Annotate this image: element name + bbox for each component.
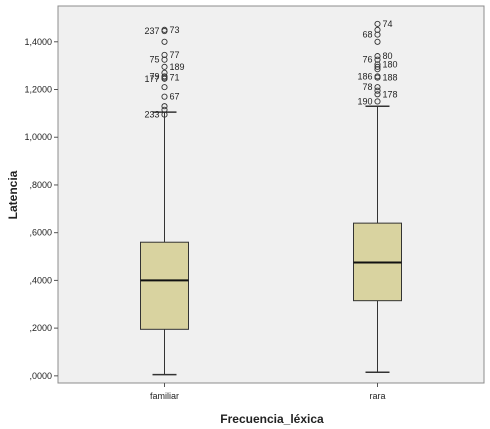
outlier-point <box>161 93 168 100</box>
y-tick-label: 1,2000 <box>24 85 52 95</box>
y-tick-label: ,2000 <box>29 323 52 333</box>
outlier-label: 78 <box>362 82 372 92</box>
outlier-point <box>161 63 168 70</box>
plot-area <box>57 5 485 384</box>
y-tick-label: ,8000 <box>29 180 52 190</box>
outlier-label: 189 <box>170 62 185 72</box>
y-axis-title: Latencia <box>6 170 20 219</box>
outlier-label: 68 <box>362 30 372 40</box>
outlier-label: 237 <box>144 26 159 36</box>
outlier-label: 77 <box>170 50 180 60</box>
y-tick-label: ,6000 <box>29 228 52 238</box>
outlier-point <box>374 66 381 73</box>
outlier-point <box>374 20 381 27</box>
x-axis-title: Frecuencia_léxica <box>220 412 324 426</box>
outlier-point <box>374 84 381 91</box>
y-axis: ,0000 ,2000 ,4000 ,6000 ,8000 1,0000 1,2000 1,4… <box>24 37 58 381</box>
outlier-label: 79 <box>149 71 159 81</box>
y-tick-label: 1,0000 <box>24 132 52 142</box>
box-group-rara: 74 68 80 76 180 186 188 78 178 190 rara <box>353 19 402 401</box>
outlier-point <box>374 31 381 38</box>
outlier-point <box>161 28 168 35</box>
outlier-point <box>161 103 168 110</box>
outlier-label: 186 <box>357 71 372 81</box>
outlier-point <box>374 63 381 70</box>
outlier-point <box>374 98 381 105</box>
outlier-label: 76 <box>362 55 372 65</box>
x-tick-label: rara <box>369 391 385 401</box>
y-tick-label: 1,4000 <box>24 37 52 47</box>
outlier-point <box>374 87 381 94</box>
box-group-familiar: 73 237 77 75 189 79 71 177 67 233 familiar <box>140 25 189 401</box>
outlier-point <box>161 111 168 118</box>
outlier-label: 180 <box>383 59 398 69</box>
outlier-label: 178 <box>383 89 398 99</box>
outlier-point <box>161 56 168 63</box>
outlier-label: 233 <box>144 110 159 120</box>
outlier-label: 71 <box>170 73 180 83</box>
outlier-point <box>374 74 381 81</box>
outlier-label: 190 <box>357 96 372 106</box>
outlier-label: 80 <box>383 51 393 61</box>
outlier-label: 188 <box>383 73 398 83</box>
outlier-label: 73 <box>170 25 180 35</box>
y-tick-label: ,0000 <box>29 371 52 381</box>
outlier-point <box>161 84 168 91</box>
outlier-label: 74 <box>383 19 393 29</box>
outlier-point <box>374 53 381 60</box>
x-tick-label: familiar <box>150 391 179 401</box>
boxes-layer: 73 237 77 75 189 79 71 177 67 233 familiar 74 68 80 76… <box>140 19 402 401</box>
y-tick-label: ,4000 <box>29 275 52 285</box>
outlier-point <box>374 91 381 98</box>
outlier-label: 67 <box>170 92 180 102</box>
outlier-point <box>374 38 381 45</box>
outlier-label: 75 <box>149 55 159 65</box>
outlier-point <box>161 75 168 82</box>
outlier-label: 177 <box>144 74 159 84</box>
outlier-point <box>161 38 168 45</box>
box-iqr <box>140 241 189 330</box>
